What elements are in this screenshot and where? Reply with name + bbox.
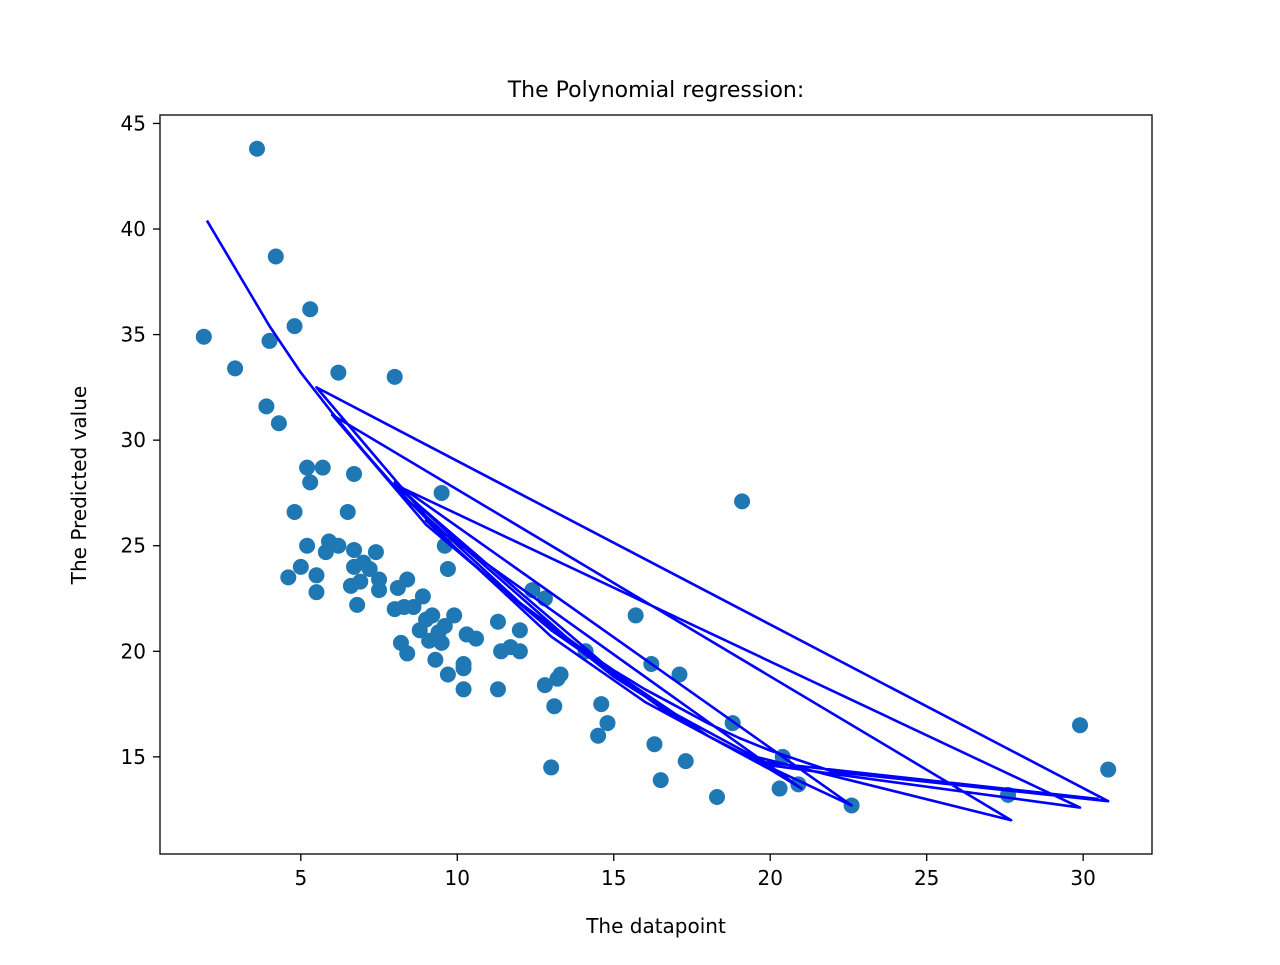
scatter-point-60 [468,630,485,647]
scatter-point-83 [677,753,694,770]
y-axis-label: The Predicted value [67,386,91,585]
scatter-point-10 [292,558,309,575]
chart-title: The Polynomial regression: [507,78,805,103]
scatter-point-78 [627,607,644,624]
scatter-point-6 [270,415,287,432]
scatter-point-58 [455,681,472,698]
y-tick-label-45: 45 [121,111,146,135]
scatter-point-41 [405,598,422,615]
scatter-point-50 [433,634,450,651]
scatter-point-57 [455,655,472,672]
y-tick-label-20: 20 [121,639,146,663]
scatter-point-8 [286,318,303,335]
scatter-point-47 [427,651,444,668]
scatter-point-0 [195,328,212,345]
scatter-point-15 [308,567,325,584]
scatter-point-52 [436,617,453,634]
scatter-point-39 [399,571,416,588]
scatter-point-84 [709,788,726,805]
scatter-point-66 [511,643,528,660]
scatter-point-54 [439,666,456,683]
scatter-point-77 [599,715,616,732]
scatter-point-33 [371,582,388,599]
scatter-point-27 [349,596,366,613]
scatter-point-55 [446,607,463,624]
y-tick-label-15: 15 [121,745,146,769]
scatter-point-3 [258,398,275,415]
y-tick-label-40: 40 [121,217,146,241]
scatter-point-73 [552,666,569,683]
scatter-series [195,140,1117,814]
scatter-point-16 [308,584,325,601]
scatter-point-76 [593,696,610,713]
x-tick-label-10: 10 [445,866,470,890]
scatter-point-34 [386,368,403,385]
scatter-point-22 [339,503,356,520]
scatter-point-25 [346,541,363,558]
scatter-point-9 [286,503,303,520]
x-tick-label-5: 5 [294,866,307,890]
x-tick-label-30: 30 [1070,866,1095,890]
scatter-point-1 [227,360,244,377]
scatter-point-40 [399,645,416,662]
regression-line [205,219,1110,822]
fit-line-series [205,219,1110,822]
scatter-point-2 [249,140,266,157]
plot-frame [159,114,1153,855]
scatter-point-69 [536,677,553,694]
scatter-point-17 [314,459,331,476]
scatter-point-24 [346,465,363,482]
scatter-point-80 [646,736,663,753]
scatter-point-53 [439,560,456,577]
scatter-point-21 [330,537,347,554]
scatter-point-7 [280,569,297,586]
scatter-point-82 [671,666,688,683]
scatter-point-5 [267,248,284,265]
x-tick-label-20: 20 [757,866,782,890]
x-axis-ticks: 5 10 15 20 25 30 [294,854,1096,890]
scatter-point-71 [546,698,563,715]
y-tick-label-30: 30 [121,428,146,452]
scatter-point-11 [299,459,316,476]
scatter-point-87 [771,780,788,797]
scatter-point-86 [734,493,751,510]
scatter-point-13 [302,474,319,491]
scatter-point-70 [543,759,560,776]
scatter-point-14 [302,301,319,318]
scatter-point-62 [489,681,506,698]
scatter-point-28 [352,573,369,590]
scatter-point-20 [330,364,347,381]
y-tick-label-35: 35 [121,323,146,347]
scatter-point-31 [367,544,384,561]
scatter-point-4 [261,332,278,349]
scatter-point-12 [299,537,316,554]
scatter-point-93 [1100,761,1117,778]
x-axis-label: The datapoint [585,914,726,938]
scatter-point-46 [424,607,441,624]
scatter-point-30 [361,560,378,577]
scatter-point-92 [1072,717,1089,734]
x-tick-label-25: 25 [914,866,939,890]
y-tick-label-25: 25 [121,534,146,558]
scatter-point-43 [414,588,431,605]
scatter-point-61 [489,613,506,630]
scatter-point-65 [511,622,528,639]
scatter-point-49 [433,484,450,501]
scatter-point-75 [590,727,607,744]
x-tick-label-15: 15 [601,866,626,890]
scatter-point-81 [652,772,669,789]
y-axis-ticks: 15 20 25 30 35 40 45 [121,111,160,769]
